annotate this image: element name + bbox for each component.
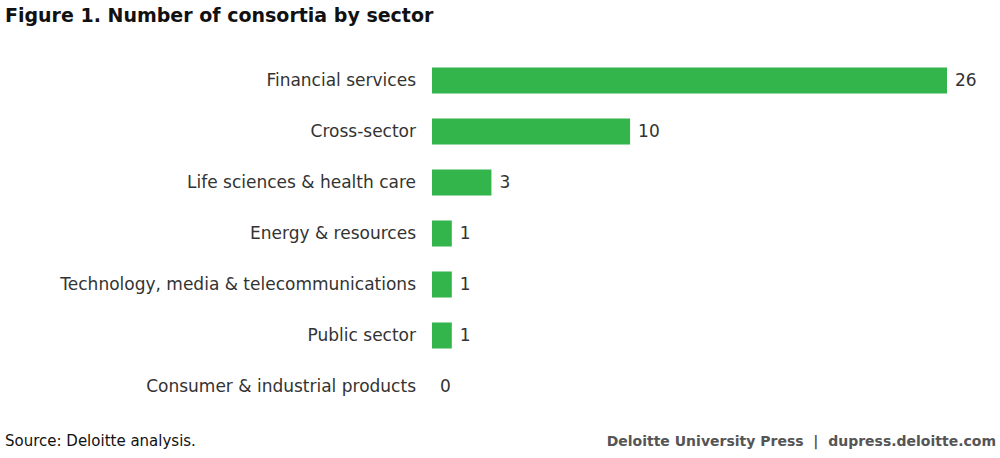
y-tick: Financial services xyxy=(266,70,416,90)
y-tick-label: Public sector xyxy=(308,325,416,345)
bar xyxy=(432,169,491,195)
y-tick: Life sciences & health care xyxy=(187,172,416,192)
credit: Deloitte University Press | dupress.delo… xyxy=(607,433,996,450)
y-axis: Financial services Cross-sector Life scien… xyxy=(59,70,416,396)
y-tick: Technology, media & telecommunications xyxy=(59,274,416,294)
data-label: 26 xyxy=(955,70,977,90)
data-label: 10 xyxy=(638,121,660,141)
bar xyxy=(432,118,630,144)
bar xyxy=(432,322,452,348)
bar xyxy=(432,271,452,297)
y-tick: Public sector xyxy=(308,325,416,345)
source: Source: Deloitte analysis. xyxy=(5,432,196,450)
data-labels: 261031110 xyxy=(440,70,977,396)
y-tick: Energy & resources xyxy=(250,223,416,243)
chart: Figure 1. Number of consortia by sector F… xyxy=(0,0,1000,458)
data-label: 1 xyxy=(460,325,471,345)
y-tick: Cross-sector xyxy=(311,121,416,141)
y-tick-label: Energy & resources xyxy=(250,223,416,243)
y-tick-label: Financial services xyxy=(266,70,416,90)
bar xyxy=(432,220,452,246)
y-tick-label: Cross-sector xyxy=(311,121,416,141)
bar xyxy=(432,373,433,399)
data-label: 1 xyxy=(460,274,471,294)
bar xyxy=(432,67,947,93)
title: Figure 1. Number of consortia by sector xyxy=(5,4,434,26)
bars xyxy=(432,67,947,348)
y-tick: Consumer & industrial products xyxy=(146,376,416,396)
data-label: 1 xyxy=(460,223,471,243)
y-tick-label: Consumer & industrial products xyxy=(146,376,416,396)
data-label: 0 xyxy=(440,376,451,396)
data-label: 3 xyxy=(499,172,510,192)
y-tick-label: Life sciences & health care xyxy=(187,172,416,192)
y-tick-label: Technology, media & telecommunications xyxy=(59,274,416,294)
